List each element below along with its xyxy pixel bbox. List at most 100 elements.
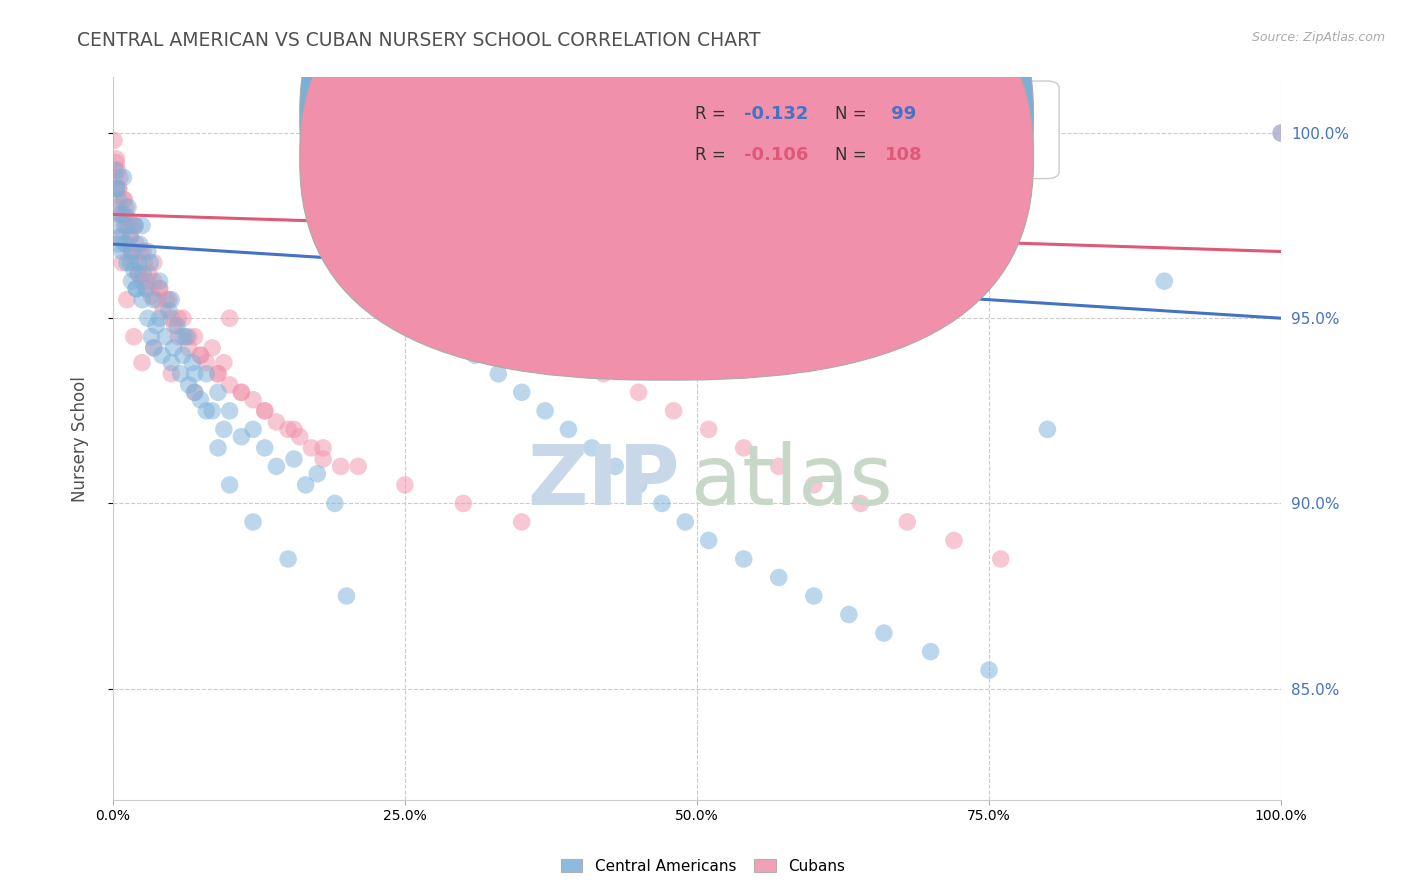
Point — [142, 255, 165, 269]
Point — [522, 330, 544, 344]
Point — [733, 552, 755, 566]
Point — [283, 452, 305, 467]
Point — [114, 200, 136, 214]
Point — [581, 441, 603, 455]
Point — [943, 533, 966, 548]
Point — [120, 229, 142, 244]
Point — [1036, 422, 1059, 436]
Point — [323, 496, 346, 510]
Point — [329, 459, 352, 474]
Point — [183, 385, 205, 400]
Point — [207, 367, 229, 381]
Point — [107, 200, 129, 214]
Point — [107, 163, 129, 178]
Point — [803, 589, 825, 603]
Point — [169, 367, 191, 381]
Point — [201, 341, 224, 355]
Point — [195, 404, 218, 418]
Point — [207, 385, 229, 400]
Point — [124, 219, 146, 233]
Point — [218, 311, 240, 326]
Point — [335, 589, 357, 603]
Point — [394, 293, 416, 307]
Point — [115, 255, 138, 269]
Point — [183, 367, 205, 381]
Point — [242, 392, 264, 407]
Point — [195, 356, 218, 370]
Point — [105, 181, 128, 195]
Point — [382, 255, 405, 269]
Point — [440, 330, 463, 344]
Point — [167, 311, 190, 326]
Point — [160, 293, 183, 307]
Point — [294, 478, 316, 492]
Point — [148, 274, 170, 288]
Text: N =: N = — [835, 146, 872, 164]
Point — [107, 193, 129, 207]
Point — [111, 244, 134, 259]
Point — [128, 267, 150, 281]
Text: ZIP: ZIP — [527, 442, 679, 523]
Point — [112, 170, 135, 185]
Point — [288, 430, 311, 444]
Point — [201, 404, 224, 418]
Point — [231, 385, 253, 400]
Point — [136, 274, 159, 288]
Point — [115, 293, 138, 307]
Point — [183, 385, 205, 400]
Point — [418, 311, 440, 326]
Point — [546, 341, 568, 355]
Point — [312, 452, 335, 467]
Point — [114, 219, 136, 233]
Point — [990, 552, 1012, 566]
Point — [475, 303, 498, 318]
Point — [125, 282, 148, 296]
Point — [896, 515, 918, 529]
Point — [131, 274, 153, 288]
Point — [569, 356, 592, 370]
Point — [107, 237, 129, 252]
Point — [142, 341, 165, 355]
Point — [1270, 126, 1292, 140]
Point — [122, 263, 145, 277]
Point — [107, 219, 129, 233]
Point — [627, 478, 650, 492]
Point — [253, 441, 276, 455]
Point — [110, 207, 132, 221]
Point — [849, 496, 872, 510]
Point — [212, 422, 235, 436]
Point — [122, 330, 145, 344]
Point — [122, 255, 145, 269]
Point — [135, 282, 157, 296]
Point — [108, 207, 131, 221]
Point — [176, 330, 198, 344]
Point — [920, 644, 942, 658]
Point — [177, 330, 200, 344]
Point — [218, 478, 240, 492]
Point — [121, 244, 143, 259]
Point — [148, 282, 170, 296]
Point — [347, 459, 370, 474]
Point — [128, 237, 150, 252]
Point — [651, 496, 673, 510]
Point — [136, 244, 159, 259]
Point — [160, 367, 183, 381]
Point — [592, 367, 614, 381]
Point — [347, 255, 370, 269]
FancyBboxPatch shape — [621, 81, 1059, 178]
Point — [139, 255, 162, 269]
Point — [124, 219, 146, 233]
Point — [768, 570, 790, 584]
Point — [121, 244, 143, 259]
Point — [627, 385, 650, 400]
Point — [429, 282, 451, 296]
Point — [1153, 274, 1175, 288]
Point — [107, 181, 129, 195]
Point — [163, 318, 186, 333]
Text: 99: 99 — [884, 105, 917, 123]
Point — [128, 255, 150, 269]
Point — [394, 478, 416, 492]
Text: atlas: atlas — [692, 442, 893, 523]
Point — [111, 207, 134, 221]
Point — [114, 219, 136, 233]
